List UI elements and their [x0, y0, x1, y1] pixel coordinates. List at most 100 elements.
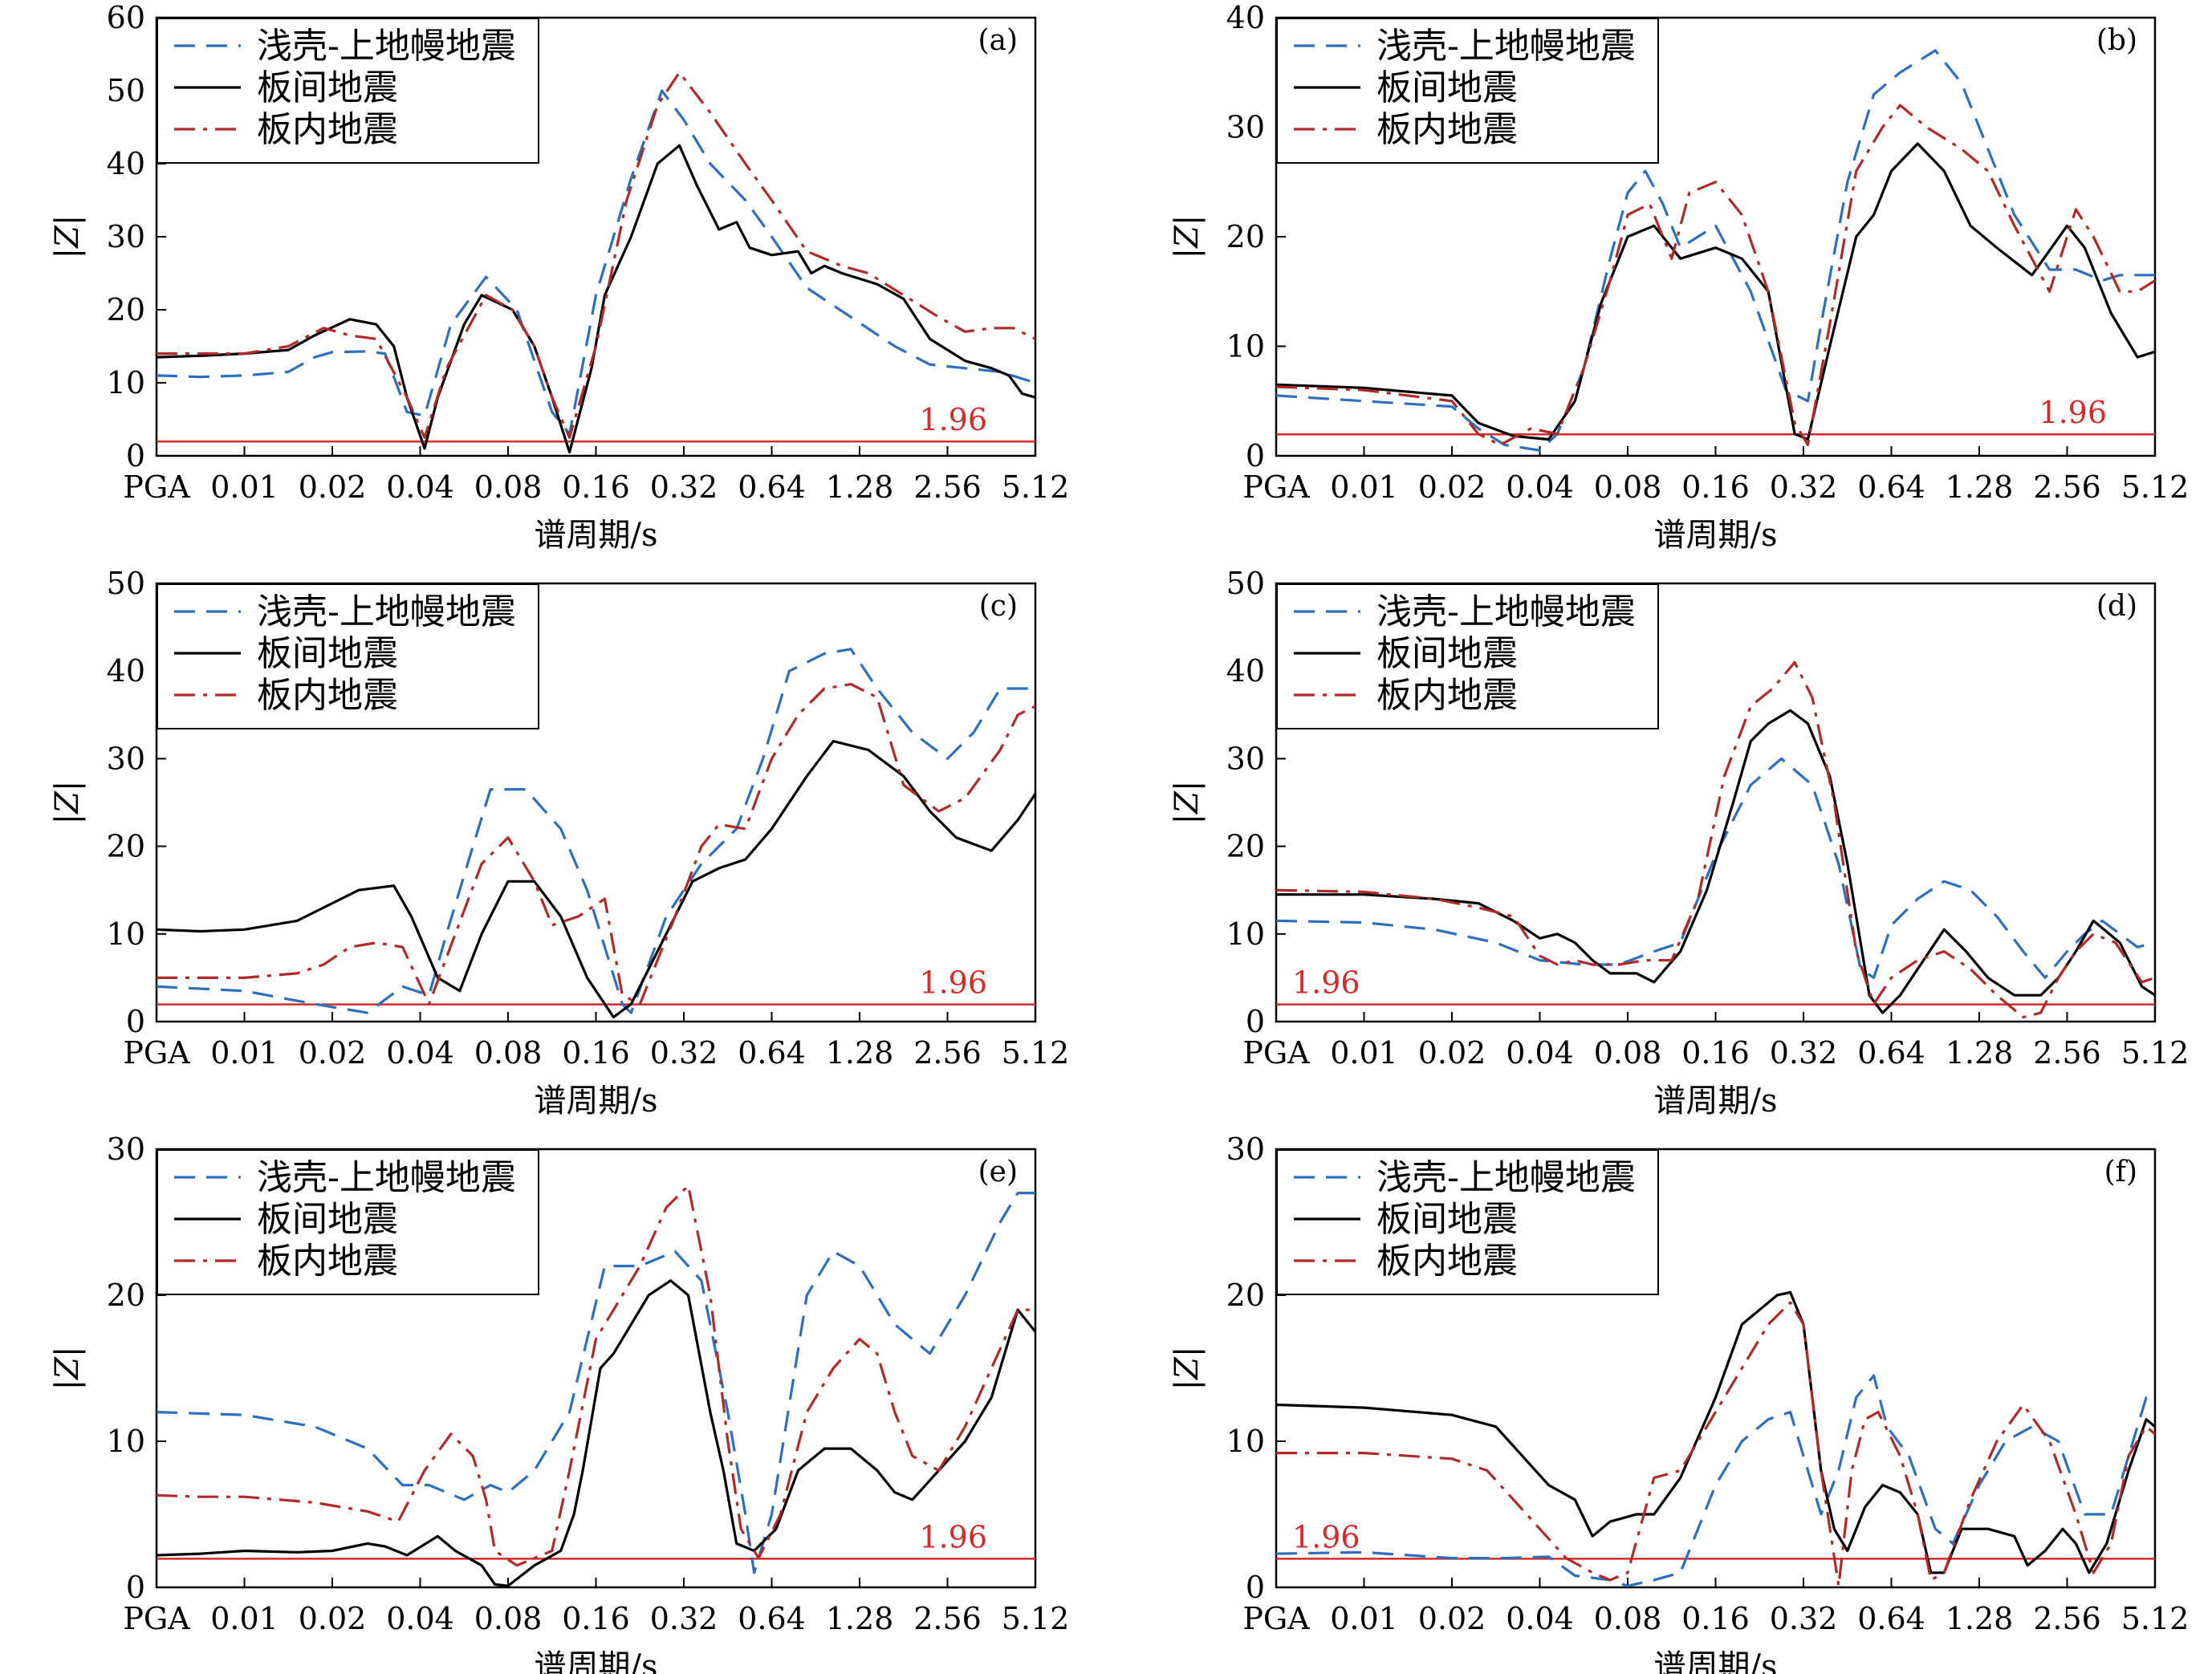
x-tick-label: 0.32 — [1770, 469, 1838, 505]
legend-box — [157, 1149, 539, 1295]
legend-entry: 板内地震 — [257, 675, 398, 716]
panel-label: (f) — [2104, 1156, 2137, 1188]
x-tick-label: 1.28 — [826, 1035, 894, 1071]
y-tick-label: 20 — [107, 292, 145, 327]
x-tick-label: 5.12 — [2121, 1601, 2190, 1636]
x-tick-label: 0.08 — [474, 1035, 543, 1071]
x-tick-label: 0.32 — [650, 1035, 718, 1071]
x-tick-label: 0.08 — [474, 1601, 543, 1636]
panel-label: (a) — [978, 24, 1018, 57]
x-tick-label: 0.01 — [210, 1035, 279, 1071]
legend-box — [157, 583, 539, 729]
y-tick-label: 50 — [107, 73, 145, 108]
x-axis-label: 谱周期/s — [1653, 517, 1777, 554]
y-axis-label: |Z| — [1169, 215, 1206, 259]
y-tick-label: 50 — [1226, 566, 1265, 601]
panel-label: (c) — [979, 590, 1018, 623]
x-tick-label: 0.04 — [1506, 469, 1574, 505]
y-tick-label: 20 — [107, 1278, 145, 1313]
legend-entry: 浅壳-上地幔地震 — [257, 26, 516, 67]
y-axis-label: |Z| — [49, 1347, 86, 1391]
y-tick-label: 30 — [1226, 741, 1265, 776]
x-tick-label: 0.32 — [1770, 1601, 1838, 1636]
x-tick-label: PGA — [1242, 1035, 1310, 1071]
x-tick-label: 1.28 — [826, 469, 894, 505]
legend-entry: 浅壳-上地幔地震 — [257, 1157, 516, 1198]
panel-c: 0 10 20 30 40 50 PGA 0.01 0.02 0.04 0.08 0.16 0.32 0.… — [49, 566, 1069, 1119]
legend-entry: 浅壳-上地幔地震 — [1376, 591, 1636, 632]
series-line-intraplate — [1276, 104, 2155, 446]
y-tick-label: 40 — [1226, 653, 1265, 689]
y-tick-label: 0 — [126, 1570, 145, 1605]
legend-entry: 板内地震 — [257, 1241, 398, 1282]
x-tick-label: 0.02 — [1418, 469, 1486, 505]
x-tick-label: 0.04 — [386, 1601, 454, 1636]
y-tick-label: 30 — [1226, 110, 1265, 145]
panel-f: 0 10 20 30 PGA 0.01 0.02 0.04 0.08 0.16 0.32 0.64 1.… — [1169, 1132, 2189, 1674]
x-tick-label: 0.32 — [650, 1601, 718, 1636]
y-axis-label: |Z| — [49, 215, 86, 259]
series-line-intraplate — [157, 1184, 1035, 1567]
y-tick-label: 0 — [1246, 438, 1265, 473]
series-line-interplate — [1276, 709, 2155, 1014]
x-tick-label: 0.01 — [1330, 1035, 1398, 1071]
x-tick-label: 0.64 — [1857, 1035, 1925, 1071]
y-axis-label: |Z| — [1169, 781, 1206, 825]
series-line-intraplate — [157, 71, 1035, 439]
y-tick-label: 30 — [1226, 1132, 1265, 1167]
x-tick-label: 0.64 — [738, 1035, 806, 1071]
y-tick-label: 50 — [107, 566, 145, 601]
legend-entry: 板内地震 — [1376, 109, 1518, 150]
x-tick-label: 0.08 — [474, 469, 543, 505]
x-tick-label: 1.28 — [1946, 1035, 2014, 1071]
y-tick-label: 10 — [107, 916, 145, 952]
threshold-label: 1.96 — [1292, 965, 1360, 1001]
x-tick-label: 0.08 — [1594, 469, 1662, 505]
y-tick-label: 40 — [1226, 0, 1265, 35]
series-line-interplate — [157, 740, 1035, 1019]
y-tick-label: 10 — [1226, 916, 1265, 952]
panel-e: 0 10 20 30 PGA 0.01 0.02 0.04 0.08 0.16 0.32 0.64 1.… — [49, 1132, 1069, 1674]
legend-entry: 浅壳-上地幔地震 — [1376, 1157, 1636, 1198]
series-line-shallow-crust — [157, 1192, 1035, 1574]
y-tick-label: 30 — [107, 741, 145, 776]
x-tick-label: 2.56 — [913, 469, 982, 505]
x-tick-label: 0.16 — [1681, 469, 1750, 505]
x-tick-label: 0.64 — [738, 469, 806, 505]
x-tick-label: 1.28 — [826, 1601, 894, 1636]
series-line-intraplate — [157, 683, 1035, 1006]
legend-entry: 板间地震 — [1376, 633, 1518, 674]
y-axis-label: |Z| — [49, 781, 86, 825]
x-axis-label: 谱周期/s — [534, 1083, 657, 1119]
y-tick-label: 20 — [1226, 1278, 1265, 1313]
legend-entry: 板间地震 — [257, 67, 398, 108]
x-tick-label: 0.02 — [299, 469, 367, 505]
y-tick-label: 0 — [126, 438, 145, 473]
series-line-shallow-crust — [1276, 1374, 2155, 1587]
y-tick-label: 20 — [1226, 829, 1265, 864]
series-line-interplate — [1276, 1290, 2155, 1574]
x-tick-label: 2.56 — [913, 1601, 982, 1636]
x-tick-label: PGA — [123, 1035, 190, 1071]
x-tick-label: PGA — [1242, 1601, 1310, 1636]
x-tick-label: 0.16 — [1681, 1035, 1750, 1071]
x-tick-label: PGA — [123, 1601, 190, 1636]
x-tick-label: 5.12 — [2121, 1035, 2190, 1071]
x-tick-label: 0.64 — [1857, 469, 1925, 505]
series-line-shallow-crust — [1276, 757, 2155, 979]
legend-box — [157, 18, 539, 164]
legend-box — [1276, 1149, 1659, 1295]
y-tick-label: 0 — [126, 1004, 145, 1039]
x-tick-label: 0.08 — [1594, 1601, 1662, 1636]
threshold-label: 1.96 — [2039, 395, 2107, 430]
x-tick-label: 0.02 — [299, 1601, 367, 1636]
x-axis-label: 谱周期/s — [1653, 1648, 1777, 1674]
panel-label: (d) — [2096, 590, 2137, 623]
x-tick-label: 1.28 — [1946, 469, 2014, 505]
x-axis-label: 谱周期/s — [1653, 1083, 1777, 1119]
